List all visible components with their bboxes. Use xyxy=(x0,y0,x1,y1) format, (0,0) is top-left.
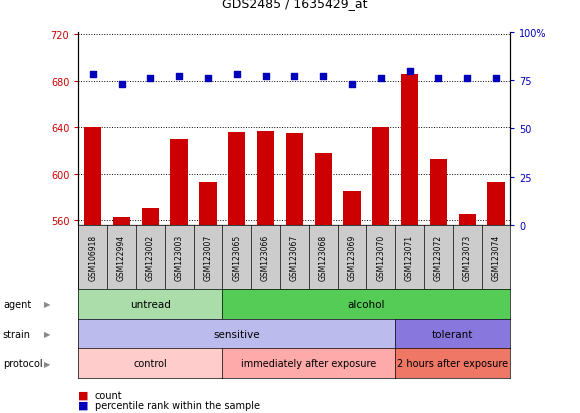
Text: ■: ■ xyxy=(78,390,89,400)
Text: control: control xyxy=(133,358,167,368)
Point xyxy=(117,82,126,88)
Point xyxy=(146,76,155,83)
Point xyxy=(175,74,184,81)
Text: GSM123073: GSM123073 xyxy=(463,234,472,280)
Bar xyxy=(343,192,361,225)
Point xyxy=(347,82,357,88)
Text: alcohol: alcohol xyxy=(347,299,385,309)
Text: GSM122994: GSM122994 xyxy=(117,234,126,280)
Point xyxy=(203,76,212,83)
Text: GSM123002: GSM123002 xyxy=(146,234,155,280)
Text: GSM123070: GSM123070 xyxy=(376,234,385,280)
Text: tolerant: tolerant xyxy=(432,329,473,339)
Text: sensitive: sensitive xyxy=(213,329,260,339)
Text: untread: untread xyxy=(130,299,171,309)
Text: agent: agent xyxy=(3,299,31,309)
Bar xyxy=(487,182,505,225)
Text: GSM123068: GSM123068 xyxy=(318,234,328,280)
Point xyxy=(261,74,270,81)
Bar xyxy=(142,209,159,225)
Text: GSM123065: GSM123065 xyxy=(232,234,241,280)
Point xyxy=(232,72,241,78)
Text: GSM123007: GSM123007 xyxy=(204,234,212,280)
Text: count: count xyxy=(95,390,122,400)
Text: strain: strain xyxy=(3,329,31,339)
Bar xyxy=(430,159,447,225)
Point xyxy=(491,76,501,83)
Text: GSM123072: GSM123072 xyxy=(434,234,443,280)
Point xyxy=(462,76,472,83)
Point xyxy=(88,72,97,78)
Bar xyxy=(84,128,102,225)
Bar xyxy=(171,140,188,225)
Text: ■: ■ xyxy=(78,400,89,410)
Text: ▶: ▶ xyxy=(44,359,50,368)
Bar xyxy=(286,134,303,225)
Text: GSM123066: GSM123066 xyxy=(261,234,270,280)
Bar xyxy=(228,133,245,225)
Bar xyxy=(200,182,216,225)
Text: ▶: ▶ xyxy=(44,329,50,338)
Text: GSM123071: GSM123071 xyxy=(405,234,414,280)
Point xyxy=(376,76,385,83)
Text: protocol: protocol xyxy=(3,358,42,368)
Bar xyxy=(401,75,418,225)
Text: GSM123074: GSM123074 xyxy=(491,234,501,280)
Text: immediately after exposure: immediately after exposure xyxy=(241,358,376,368)
Text: ▶: ▶ xyxy=(44,299,50,309)
Text: 2 hours after exposure: 2 hours after exposure xyxy=(397,358,508,368)
Bar xyxy=(372,128,389,225)
Text: GSM123003: GSM123003 xyxy=(175,234,184,280)
Bar xyxy=(113,217,130,225)
Point xyxy=(289,74,299,81)
Point xyxy=(405,68,414,75)
Bar xyxy=(314,153,332,225)
Text: GSM106918: GSM106918 xyxy=(88,234,97,280)
Text: GDS2485 / 1635429_at: GDS2485 / 1635429_at xyxy=(222,0,367,10)
Bar xyxy=(459,215,476,225)
Point xyxy=(434,76,443,83)
Text: percentile rank within the sample: percentile rank within the sample xyxy=(95,400,259,410)
Point xyxy=(318,74,328,81)
Text: GSM123067: GSM123067 xyxy=(290,234,299,280)
Text: GSM123069: GSM123069 xyxy=(347,234,357,280)
Bar xyxy=(257,131,274,225)
